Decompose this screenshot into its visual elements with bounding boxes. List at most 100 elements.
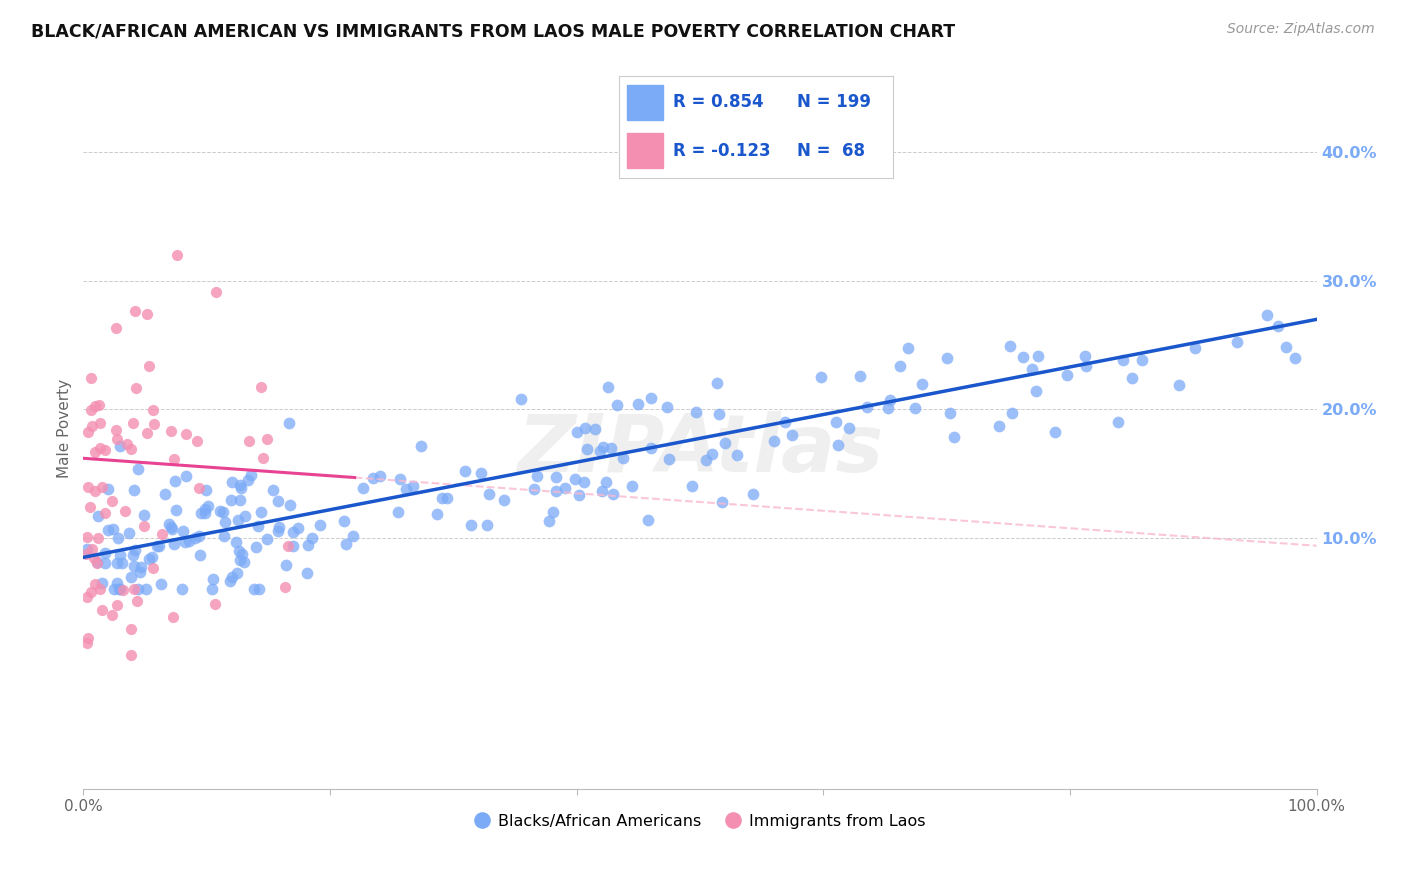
Point — [1021, 362, 1043, 376]
Point — [763, 434, 786, 448]
Point — [233, 555, 256, 569]
Point — [97, 482, 120, 496]
Point — [877, 401, 900, 415]
Point — [572, 475, 595, 489]
Point — [211, 505, 233, 519]
Point — [160, 522, 183, 536]
Point — [1184, 342, 1206, 356]
Point — [89, 416, 111, 430]
Point — [77, 480, 100, 494]
Point — [256, 532, 278, 546]
Point — [225, 534, 247, 549]
Point — [83, 399, 105, 413]
Point — [219, 574, 242, 589]
Point — [1001, 406, 1024, 420]
Point — [1025, 384, 1047, 398]
Point — [352, 481, 374, 495]
Point — [229, 478, 252, 492]
Point — [278, 498, 301, 512]
Point — [89, 582, 111, 596]
Point — [86, 556, 108, 570]
Point — [124, 543, 146, 558]
Point — [87, 531, 110, 545]
Point — [120, 569, 142, 583]
Point — [127, 582, 149, 597]
Point — [79, 584, 101, 599]
Point — [370, 468, 392, 483]
Bar — [627, 85, 662, 120]
Point — [567, 425, 589, 440]
Point — [1074, 349, 1097, 363]
Point — [229, 481, 252, 495]
Point — [394, 482, 416, 496]
Point — [1056, 368, 1078, 382]
Point — [233, 508, 256, 523]
Point — [229, 492, 252, 507]
Point — [94, 506, 117, 520]
Point — [101, 523, 124, 537]
Point — [122, 483, 145, 498]
Point — [143, 417, 166, 432]
Point — [589, 444, 612, 458]
Point — [1045, 425, 1067, 440]
Point — [387, 505, 409, 519]
Point — [658, 451, 681, 466]
Point — [889, 359, 911, 374]
Point — [655, 401, 678, 415]
Point — [127, 462, 149, 476]
Point — [162, 609, 184, 624]
Point — [79, 500, 101, 515]
Point — [176, 469, 198, 483]
Point — [225, 566, 247, 580]
Point — [606, 398, 628, 412]
Point — [105, 433, 128, 447]
Point — [152, 527, 174, 541]
Point — [301, 531, 323, 545]
Point — [243, 582, 266, 597]
Point — [267, 524, 290, 538]
Point — [492, 493, 515, 508]
Point — [935, 351, 957, 366]
Point — [1256, 308, 1278, 322]
Point — [855, 401, 877, 415]
Point — [544, 483, 567, 498]
Point — [228, 553, 250, 567]
Point — [278, 416, 301, 430]
Point — [122, 548, 145, 562]
Legend: Blacks/African Americans, Immigrants from Laos: Blacks/African Americans, Immigrants fro… — [468, 807, 932, 835]
Point — [89, 442, 111, 456]
Point — [172, 524, 194, 538]
Point — [1132, 353, 1154, 368]
Text: ZIPAtlas: ZIPAtlas — [517, 411, 883, 490]
Point — [205, 285, 228, 299]
Point — [90, 575, 112, 590]
Point — [120, 442, 142, 457]
Point — [124, 381, 146, 395]
Point — [87, 399, 110, 413]
Point — [436, 491, 458, 506]
Point — [612, 451, 634, 466]
Point — [150, 577, 173, 591]
Point — [592, 440, 614, 454]
Point — [583, 422, 606, 436]
Point — [707, 407, 730, 421]
Point — [402, 479, 425, 493]
Point — [1284, 351, 1306, 365]
Point — [1028, 349, 1050, 363]
Point — [1112, 352, 1135, 367]
Point — [125, 593, 148, 607]
Point — [118, 525, 141, 540]
Point — [773, 416, 796, 430]
Point — [101, 607, 124, 622]
Point — [538, 514, 561, 528]
Point — [197, 499, 219, 513]
Point — [1121, 371, 1143, 385]
Point — [640, 441, 662, 455]
Point — [256, 432, 278, 446]
Point — [194, 506, 217, 520]
Point — [470, 466, 492, 480]
Point — [190, 507, 212, 521]
Point — [124, 304, 146, 318]
Point — [83, 576, 105, 591]
Point — [76, 591, 98, 605]
